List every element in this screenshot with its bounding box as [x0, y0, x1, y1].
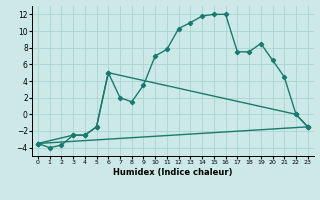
X-axis label: Humidex (Indice chaleur): Humidex (Indice chaleur) [113, 168, 233, 177]
